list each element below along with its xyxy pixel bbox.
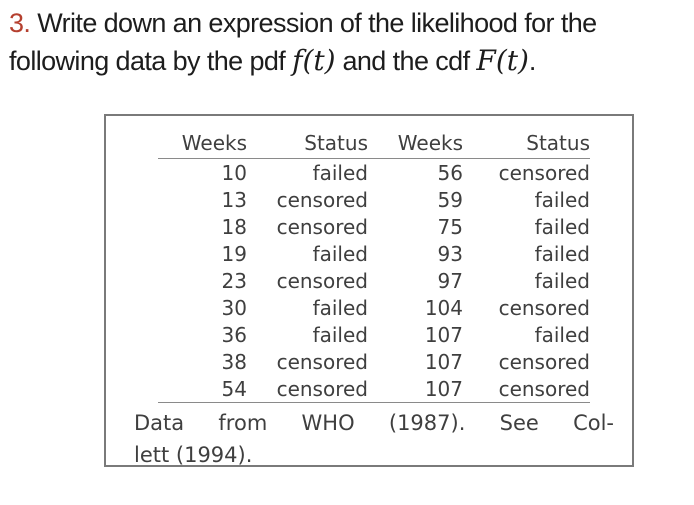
table-header: Weeks Status Weeks Status (158, 128, 590, 159)
table-cell: censored (276, 187, 368, 212)
table-cell: 18 (221, 214, 247, 239)
column-header-status-2: Status (463, 128, 590, 159)
table-cell: 104 (424, 295, 463, 320)
table-cell: failed (312, 160, 368, 185)
table-cell: 13 (221, 187, 247, 212)
table-row: 23 censored 97 failed (158, 267, 590, 294)
table-header-row: Weeks Status Weeks Status (158, 128, 590, 159)
table-cell: 30 (221, 295, 247, 320)
table-cell: censored (463, 375, 590, 403)
problem-text-line2-pre: following data by the pdf (9, 46, 293, 76)
problem-text-line2-mid: and the cdf (335, 46, 477, 76)
table-row: 54 censored 107 censored (158, 375, 590, 403)
problem-number: 3. (9, 8, 31, 38)
table-cell: 19 (221, 241, 247, 266)
source-note-word: Col- (573, 411, 614, 435)
table-cell: failed (312, 322, 368, 347)
table-cell: censored (276, 349, 368, 374)
source-note-word: See (499, 411, 539, 435)
table-cell: 107 (424, 322, 463, 347)
table-cell: failed (312, 241, 368, 266)
data-table-box: Weeks Status Weeks Status 10 failed 56 cens… (104, 114, 634, 467)
table-cell: censored (247, 375, 368, 403)
table-cell: failed (534, 187, 590, 212)
table-cell: 38 (221, 349, 247, 374)
table-cell: failed (534, 214, 590, 239)
table-source-note: Data from WHO (1987). See Col- lett (1994). (134, 408, 614, 470)
table-cell: 93 (437, 241, 463, 266)
source-note-word: Data (134, 411, 185, 435)
table-cell: 59 (437, 187, 463, 212)
table-row: 18 censored 75 failed (158, 213, 590, 240)
table-cell: 23 (221, 268, 247, 293)
table-cell: 107 (424, 349, 463, 374)
table-cell: 75 (437, 214, 463, 239)
problem-statement: 3. Write down an expression of the likel… (9, 5, 689, 80)
table-body: 10 failed 56 censored 13 censored 59 failed 18 ce… (158, 159, 590, 403)
table-row: 13 censored 59 failed (158, 186, 590, 213)
table-cell: failed (534, 268, 590, 293)
table-cell: 56 (437, 160, 463, 185)
table-cell: censored (498, 349, 590, 374)
source-note-line2: lett (1994). (134, 443, 253, 467)
table-cell: failed (534, 241, 590, 266)
table-cell: failed (312, 295, 368, 320)
table-cell: censored (276, 268, 368, 293)
problem-statement-line1: 3. Write down an expression of the likel… (9, 5, 689, 42)
table-cell: 97 (437, 268, 463, 293)
table-cell: failed (534, 322, 590, 347)
table-cell: censored (498, 295, 590, 320)
cdf-math-expression: F(t) (476, 44, 529, 77)
table-row: 30 failed 104 censored (158, 294, 590, 321)
table-cell: 36 (221, 322, 247, 347)
source-note-word: (1987). (388, 411, 466, 435)
table-cell: censored (498, 160, 590, 185)
problem-text-line2-end: . (528, 46, 536, 76)
column-header-weeks-2: Weeks (368, 128, 463, 159)
table-row: 19 failed 93 failed (158, 240, 590, 267)
problem-statement-line2: following data by the pdf f(t) and the c… (9, 42, 689, 80)
survival-data-table: Weeks Status Weeks Status 10 failed 56 cens… (158, 128, 590, 403)
source-note-word: from (218, 411, 268, 435)
pdf-math-expression: f(t) (292, 44, 336, 77)
table-cell: 54 (158, 375, 247, 403)
table-cell: censored (276, 214, 368, 239)
column-header-weeks-1: Weeks (158, 128, 247, 159)
table-cell: 10 (221, 160, 247, 185)
problem-text-line1: Write down an expression of the likeliho… (30, 8, 597, 38)
source-note-line1: Data from WHO (1987). See Col- (134, 408, 614, 438)
source-note-word: WHO (301, 411, 355, 435)
table-row: 38 censored 107 censored (158, 348, 590, 375)
table-cell: 107 (368, 375, 463, 403)
table-row: 10 failed 56 censored (158, 159, 590, 187)
table-row: 36 failed 107 failed (158, 321, 590, 348)
column-header-status-1: Status (247, 128, 368, 159)
